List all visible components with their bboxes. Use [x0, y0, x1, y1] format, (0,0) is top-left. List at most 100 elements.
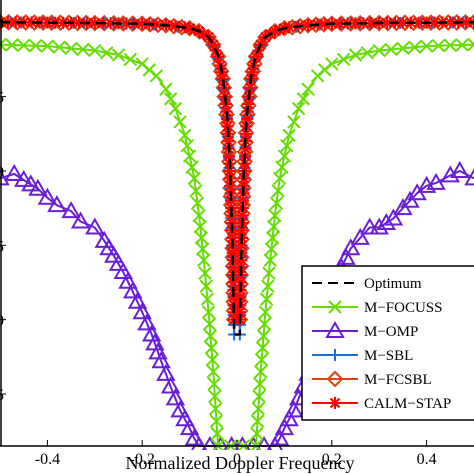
data-point: [88, 43, 102, 58]
data-point: [269, 196, 284, 210]
data-point: [262, 266, 276, 280]
legend-label: Optimum: [364, 276, 422, 292]
data-point: [170, 400, 190, 418]
data-point: [257, 317, 272, 331]
data-point: [192, 208, 206, 223]
data-point: [208, 389, 222, 404]
data-point: [111, 48, 126, 62]
data-point: [189, 184, 203, 198]
data-point: [104, 245, 124, 263]
x-axis-title: Normalized Doppler Frequency: [126, 453, 355, 473]
data-point: [251, 402, 266, 416]
data-point: [179, 418, 200, 436]
data-point: [325, 57, 339, 71]
data-point: [185, 160, 199, 174]
data-point: [198, 266, 212, 280]
series-1: [0, 37, 474, 450]
legend-marker: [325, 320, 345, 338]
data-point: [151, 351, 171, 369]
data-point: [408, 40, 422, 54]
data-point: [258, 305, 273, 319]
y-tick-label: -25: [0, 387, 4, 404]
data-point: [282, 128, 296, 142]
data-point: [160, 376, 181, 394]
data-point: [261, 279, 275, 293]
data-point: [443, 38, 458, 53]
data-point: [122, 281, 143, 299]
series-2: [0, 160, 474, 450]
x-tick-label: -0.2: [130, 451, 155, 468]
legend-label: M−FOCUSS: [364, 300, 443, 316]
legend-box: [301, 265, 474, 421]
data-point: [269, 428, 290, 446]
data-point: [127, 291, 148, 309]
data-point: [210, 426, 224, 441]
data-point: [275, 160, 289, 174]
data-point: [159, 82, 173, 96]
data-point: [348, 48, 363, 62]
data-point: [277, 149, 292, 163]
data-point: [255, 341, 270, 355]
data-point: [283, 21, 296, 34]
data-point: [256, 435, 273, 450]
data-point: [163, 92, 178, 106]
data-point: [108, 253, 129, 271]
data-point: [419, 39, 434, 53]
data-point: [40, 39, 55, 53]
data-point: [252, 389, 266, 404]
data-point: [0, 37, 7, 52]
data-point: [206, 364, 221, 379]
data-point: [253, 377, 267, 391]
data-point: [287, 115, 301, 129]
data-point: [199, 279, 213, 293]
data-point: [302, 18, 315, 31]
data-point: [396, 41, 410, 56]
data-point: [13, 169, 34, 187]
data-point: [359, 217, 380, 235]
legend-label: M−OMP: [364, 324, 418, 340]
data-point: [137, 313, 157, 331]
data-point: [178, 128, 192, 142]
data-point: [464, 168, 474, 186]
data-point: [99, 46, 114, 60]
data-point: [76, 42, 90, 57]
data-point: [369, 217, 389, 235]
data-point: [16, 38, 31, 53]
data-point: [61, 201, 81, 219]
data-point: [253, 364, 268, 379]
data-point: [208, 402, 223, 416]
data-point: [271, 184, 285, 198]
data-point: [274, 418, 295, 436]
y-tick-label: -15: [0, 238, 4, 255]
data-point: [25, 16, 38, 29]
data-point: [4, 163, 24, 181]
data-point: [205, 353, 220, 367]
x-tick-label: -0.4: [35, 451, 60, 468]
data-point: [52, 40, 66, 54]
y-tick-label: -20: [0, 313, 4, 330]
data-point: [195, 242, 210, 256]
data-point: [426, 172, 446, 190]
data-point: [200, 292, 215, 306]
data-point: [201, 305, 216, 319]
legend-label: CALM−STAP: [364, 396, 451, 412]
data-point: [47, 195, 67, 213]
data-point: [455, 38, 469, 52]
legend-marker: [328, 300, 342, 314]
data-point: [28, 178, 48, 196]
legend: Optimum M−FOCUSS M−OMP M−SBL M−FCSBL CALM−STA…: [301, 265, 474, 421]
data-point: [193, 220, 207, 234]
x-tick-label: 0.2: [322, 451, 342, 468]
data-point: [5, 38, 19, 52]
data-point: [250, 426, 264, 441]
data-point: [209, 414, 224, 428]
data-point: [165, 388, 186, 406]
data-point: [259, 292, 274, 306]
data-point: [64, 41, 78, 56]
data-point: [104, 17, 117, 30]
legend-label: M−FCSBL: [364, 372, 432, 388]
series-line: [0, 21, 474, 336]
data-point: [118, 271, 138, 289]
series-layer: [0, 13, 474, 450]
